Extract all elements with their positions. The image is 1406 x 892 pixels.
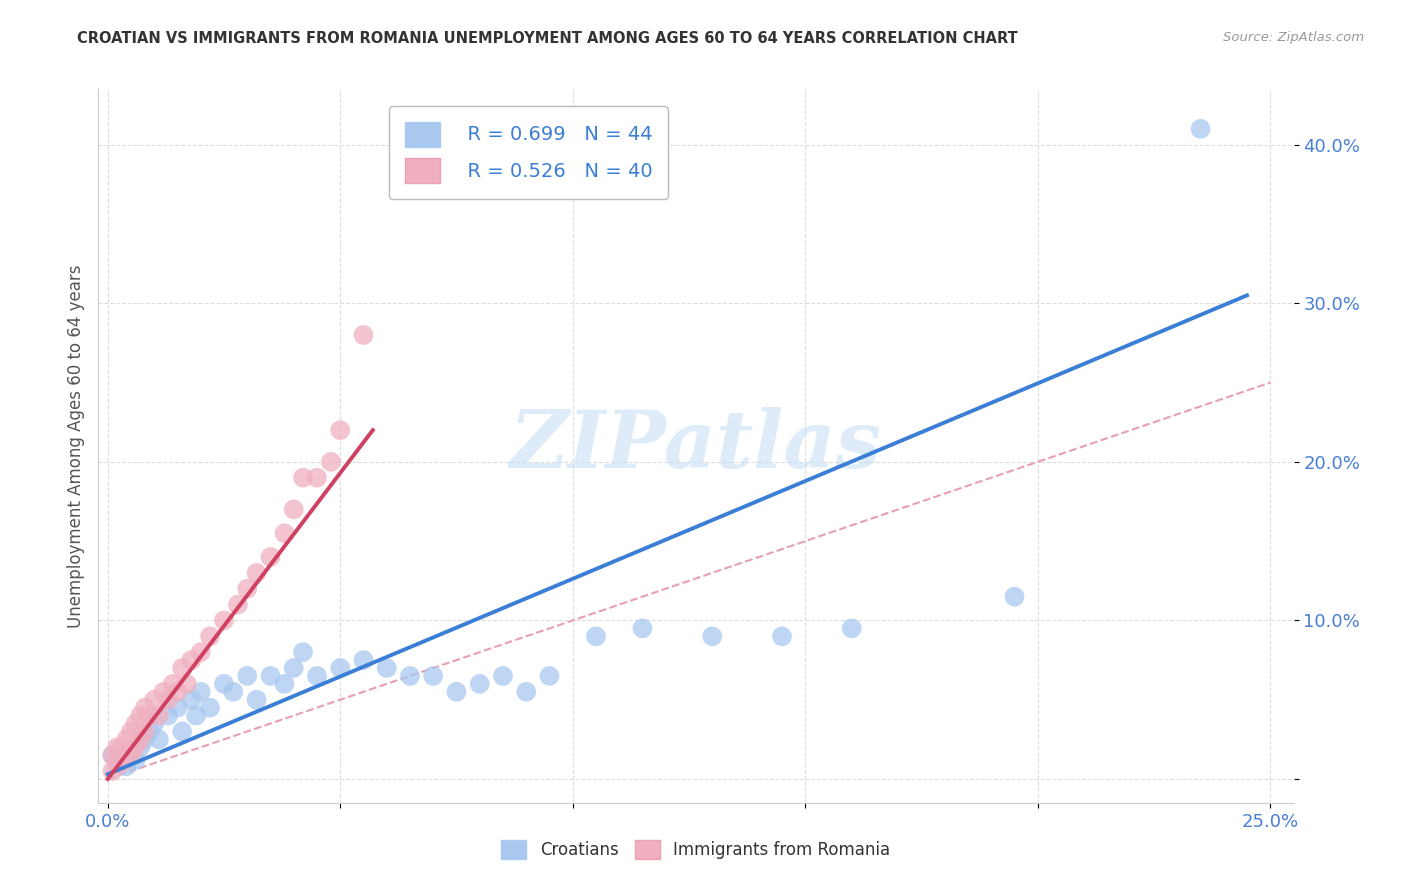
- Point: [292, 471, 315, 485]
- Point: [129, 732, 152, 747]
- Point: [148, 708, 170, 723]
- Point: [198, 700, 221, 714]
- Point: [375, 661, 398, 675]
- Point: [841, 621, 863, 635]
- Point: [190, 645, 212, 659]
- Point: [148, 732, 170, 747]
- Point: [245, 566, 267, 580]
- Point: [329, 661, 352, 675]
- Point: [115, 759, 138, 773]
- Text: Source: ZipAtlas.com: Source: ZipAtlas.com: [1223, 31, 1364, 45]
- Point: [120, 748, 142, 763]
- Point: [172, 661, 194, 675]
- Point: [236, 582, 259, 596]
- Point: [1004, 590, 1026, 604]
- Point: [273, 526, 295, 541]
- Point: [585, 629, 607, 643]
- Point: [162, 677, 184, 691]
- Point: [198, 629, 221, 643]
- Point: [353, 653, 375, 667]
- Point: [124, 740, 146, 755]
- Point: [115, 732, 138, 747]
- Point: [515, 685, 537, 699]
- Point: [273, 677, 295, 691]
- Point: [129, 708, 152, 723]
- Point: [120, 724, 142, 739]
- Point: [134, 724, 156, 739]
- Point: [157, 692, 180, 706]
- Point: [305, 471, 328, 485]
- Point: [166, 685, 188, 699]
- Point: [138, 708, 160, 723]
- Point: [138, 724, 160, 739]
- Point: [305, 669, 328, 683]
- Point: [259, 669, 281, 683]
- Point: [115, 748, 138, 763]
- Point: [492, 669, 515, 683]
- Point: [353, 328, 375, 343]
- Point: [124, 716, 146, 731]
- Point: [538, 669, 561, 683]
- Point: [259, 549, 281, 564]
- Point: [319, 455, 342, 469]
- Point: [134, 700, 156, 714]
- Point: [226, 598, 249, 612]
- Point: [212, 677, 235, 691]
- Point: [184, 708, 207, 723]
- Point: [105, 756, 128, 771]
- Point: [152, 685, 174, 699]
- Point: [236, 669, 259, 683]
- Point: [143, 716, 166, 731]
- Point: [631, 621, 654, 635]
- Point: [283, 661, 305, 675]
- Point: [134, 732, 156, 747]
- Point: [176, 677, 198, 691]
- Point: [111, 753, 134, 767]
- Point: [111, 740, 134, 755]
- Point: [172, 724, 194, 739]
- Point: [245, 692, 267, 706]
- Point: [468, 677, 491, 691]
- Point: [105, 740, 128, 755]
- Point: [105, 756, 128, 771]
- Point: [190, 685, 212, 699]
- Point: [702, 629, 724, 643]
- Point: [166, 700, 188, 714]
- Point: [212, 614, 235, 628]
- Point: [292, 645, 315, 659]
- Legend: Croatians, Immigrants from Romania: Croatians, Immigrants from Romania: [495, 833, 897, 866]
- Point: [101, 748, 124, 763]
- Point: [283, 502, 305, 516]
- Point: [111, 756, 134, 771]
- Point: [101, 764, 124, 778]
- Point: [399, 669, 422, 683]
- Text: CROATIAN VS IMMIGRANTS FROM ROMANIA UNEMPLOYMENT AMONG AGES 60 TO 64 YEARS CORRE: CROATIAN VS IMMIGRANTS FROM ROMANIA UNEM…: [77, 31, 1018, 46]
- Point: [120, 743, 142, 757]
- Text: ZIPatlas: ZIPatlas: [510, 408, 882, 484]
- Point: [124, 753, 146, 767]
- Point: [329, 423, 352, 437]
- Point: [446, 685, 468, 699]
- Point: [422, 669, 444, 683]
- Y-axis label: Unemployment Among Ages 60 to 64 years: Unemployment Among Ages 60 to 64 years: [66, 264, 84, 628]
- Point: [157, 708, 180, 723]
- Point: [180, 692, 202, 706]
- Point: [180, 653, 202, 667]
- Point: [129, 740, 152, 755]
- Point: [222, 685, 245, 699]
- Point: [770, 629, 793, 643]
- Point: [143, 692, 166, 706]
- Point: [101, 748, 124, 763]
- Point: [1189, 121, 1212, 136]
